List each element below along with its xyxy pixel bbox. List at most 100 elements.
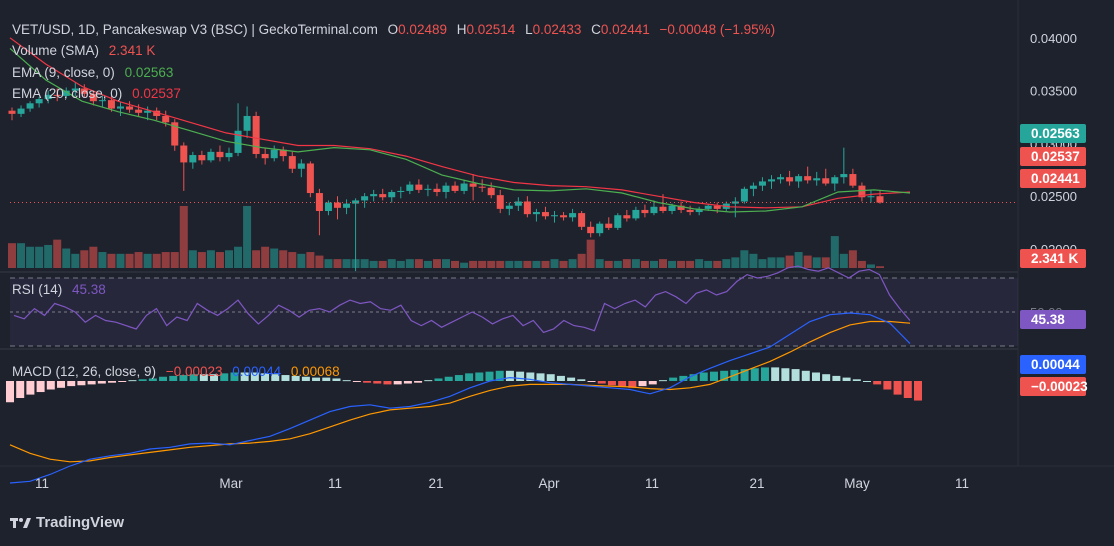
macd-histogram-bar (577, 379, 586, 381)
volume-bar (595, 259, 604, 268)
candle-body (17, 108, 25, 114)
candle-body (478, 186, 486, 188)
ema20-value: 0.02537 (132, 86, 181, 101)
candle-body (677, 205, 685, 210)
volume-bar (360, 259, 369, 268)
candle-body (53, 94, 61, 96)
ema9-legend[interactable]: EMA (9, close, 0) 0.02563 (12, 65, 179, 80)
volume-bar (550, 259, 559, 268)
volume-bar (713, 260, 722, 268)
tradingview-watermark[interactable]: TradingView (10, 514, 124, 531)
macd-histogram-bar (587, 381, 596, 382)
macd-histogram-bar (740, 369, 749, 381)
time-axis-label: Mar (219, 476, 243, 491)
candle-body (605, 223, 613, 228)
candle-body (8, 110, 16, 114)
volume-bar (252, 250, 261, 268)
macd-histogram-bar (179, 375, 188, 381)
header-legend: VET/USD, 1D, Pancakeswap V3 (BSC) | Geck… (12, 22, 781, 37)
macd-histogram-bar (118, 381, 127, 382)
candle-body (26, 103, 34, 109)
volume-badge-bg (1020, 249, 1086, 268)
macd-histogram-bar (199, 374, 208, 381)
volume-bar (26, 246, 35, 268)
macd-histogram-bar (607, 381, 616, 386)
volume-bar (170, 252, 179, 268)
macd-histogram-bar (852, 379, 861, 381)
volume-bar (107, 253, 116, 268)
ema9-line (9, 47, 911, 213)
candle-body (180, 145, 188, 163)
macd-histogram-bar (811, 372, 820, 381)
candle-body (704, 205, 712, 209)
volume-bar (469, 260, 478, 268)
candle-body (315, 193, 323, 211)
candle-body (532, 212, 540, 215)
change-value: −0.00048 (−1.95%) (659, 22, 776, 37)
symbol-title: VET/USD, 1D, Pancakeswap V3 (BSC) | Geck… (12, 22, 378, 37)
volume-bar (686, 260, 695, 268)
macd-histogram-bar (771, 367, 780, 381)
macd-histogram-bar (148, 378, 157, 381)
volume-bar (649, 260, 658, 268)
macd-histogram-bar (893, 381, 902, 395)
volume-bar (668, 260, 677, 268)
rsi-value: 45.38 (72, 282, 106, 297)
macd-histogram-bar (342, 380, 351, 382)
rsi-label: RSI (14) (12, 282, 63, 297)
macd-histogram-bar (475, 372, 484, 381)
candle-body (225, 152, 233, 158)
time-axis-label: 11 (35, 476, 49, 491)
price-badges: 0.02563 0.02537 0.02441 2.341 K 45.38 0.00044… (1020, 124, 1088, 396)
close-badge: 0.02441 (1031, 171, 1080, 186)
macd-histogram-bar (189, 374, 198, 381)
candle-body (849, 174, 857, 186)
volume-bar (839, 253, 848, 268)
candle-body (487, 187, 495, 196)
volume-bar (432, 259, 441, 268)
macd-histogram-bar (128, 380, 137, 382)
volume-bar (62, 248, 71, 268)
macd-histogram-bar (822, 374, 831, 381)
macd-histogram-bar (658, 380, 667, 382)
rsi-legend[interactable]: RSI (14) 45.38 (12, 282, 112, 297)
candle-body (768, 179, 775, 182)
candle-body (334, 202, 341, 208)
volume-bar (758, 259, 767, 268)
candle-body (297, 163, 305, 169)
macd-histogram-bar (169, 375, 178, 381)
candle-body (406, 184, 414, 191)
macd-histogram-bar (903, 381, 912, 398)
volume-bar (80, 250, 89, 268)
candle-body (541, 212, 549, 217)
macd-histogram-bar (679, 375, 688, 381)
ema20-legend[interactable]: EMA (20, close, 0) 0.02537 (12, 86, 187, 101)
macd-histogram-bar (261, 373, 270, 381)
volume-bar (559, 260, 568, 268)
candle-body (207, 151, 215, 161)
time-axis-label: 11 (955, 476, 969, 491)
candle-body (496, 195, 504, 209)
macd-histogram-bar (556, 375, 565, 381)
candle-body (587, 226, 595, 234)
volume-bar (261, 246, 270, 268)
candle-body (623, 215, 631, 219)
volume-bar (505, 260, 514, 268)
candle-body (361, 196, 369, 201)
macd-histogram-bar (781, 368, 790, 381)
candle-body (261, 153, 269, 159)
volume-legend[interactable]: Volume (SMA) 2.341 K (12, 43, 161, 58)
macd-histogram-bar (312, 377, 321, 381)
candle-body (614, 215, 622, 228)
volume-bar (342, 259, 351, 268)
volume-bar (188, 250, 197, 268)
macd-histogram-bar (873, 381, 882, 385)
volume-bar (333, 259, 342, 268)
macd-histogram-bar (454, 375, 463, 381)
macd-histogram-bar (291, 375, 300, 381)
macd-legend[interactable]: MACD (12, 26, close, 9) −0.00023 0.00044… (12, 364, 346, 379)
